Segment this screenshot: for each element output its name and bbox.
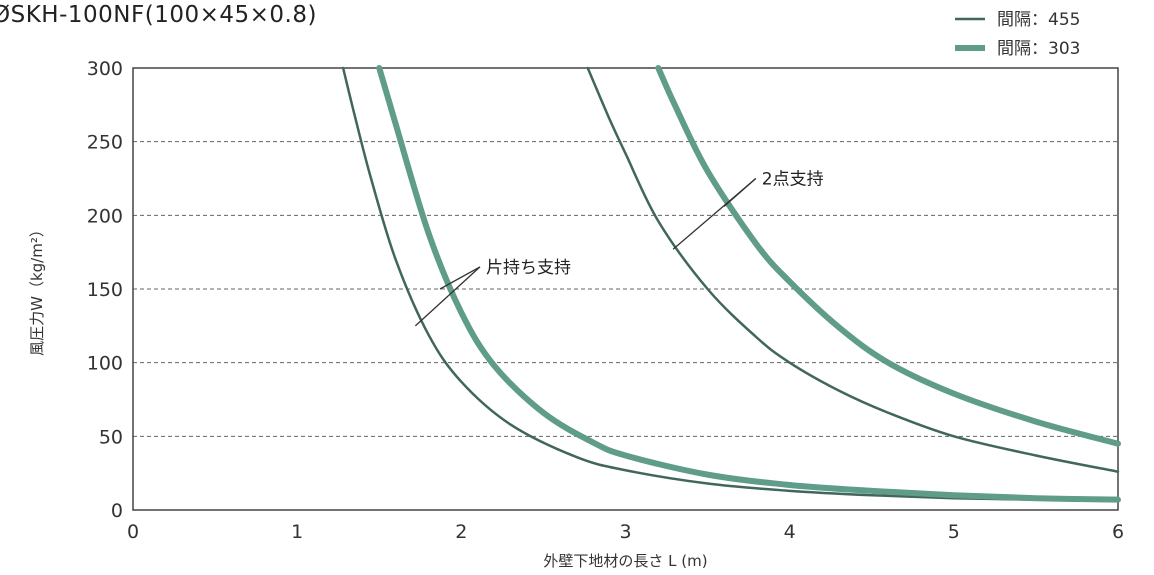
y-tick-label: 200 xyxy=(87,205,123,227)
y-tick-label: 50 xyxy=(99,426,123,448)
x-tick-label: 6 xyxy=(1112,521,1124,543)
series-lines xyxy=(341,65,1121,503)
x-tick-label: 0 xyxy=(127,521,139,543)
tick-labels: 0 50 100 150 200 250 300 0 1 2 3 4 5 6 xyxy=(87,58,1124,543)
legend-label-1: 間隔：303 xyxy=(997,39,1080,59)
annotation-label: 片持ち支持 xyxy=(486,258,571,278)
series-line-0 xyxy=(341,66,1120,503)
annotation-pointer xyxy=(439,266,481,290)
series-line-2 xyxy=(586,66,1120,473)
x-tick-label: 4 xyxy=(784,521,796,543)
x-tick-label: 2 xyxy=(455,521,467,543)
y-tick-label: 100 xyxy=(87,353,123,375)
annotation-pointer xyxy=(414,266,481,327)
annotation-label: 2点支持 xyxy=(762,170,824,190)
plot-frame xyxy=(132,67,1119,511)
y-axis-label: 風圧力W（kg/m²） xyxy=(28,222,46,356)
annotation-pointer xyxy=(723,178,757,207)
series-line-3 xyxy=(655,65,1121,447)
legend: 間隔：455 間隔：303 xyxy=(955,10,1080,59)
x-tick-label: 3 xyxy=(619,521,631,543)
y-tick-label: 150 xyxy=(87,279,123,301)
x-axis-label: 外壁下地材の長さ L (m) xyxy=(543,552,707,570)
legend-label-0: 間隔：455 xyxy=(997,10,1080,30)
x-tick-label: 1 xyxy=(291,521,303,543)
chart-title: ØSKH-100NF(100×45×0.8) xyxy=(0,2,317,28)
annotations: 片持ち支持 2点支持 xyxy=(414,170,824,327)
y-tick-label: 250 xyxy=(87,132,123,154)
y-tick-label: 300 xyxy=(87,58,123,80)
grid-lines xyxy=(133,141,1118,437)
x-tick-label: 5 xyxy=(948,521,960,543)
series-line-1 xyxy=(376,65,1121,503)
y-tick-label: 0 xyxy=(111,500,123,522)
